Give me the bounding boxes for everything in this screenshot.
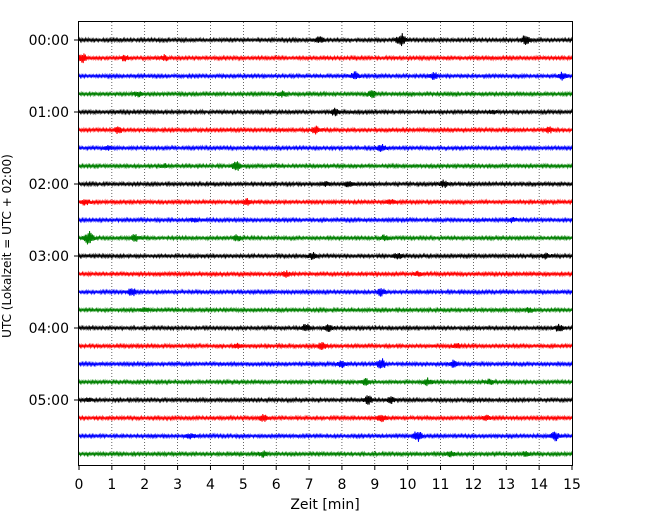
trace-line (78, 125, 573, 135)
x-tick-label: 1 (107, 477, 116, 493)
trace-line (78, 288, 573, 297)
trace-line (78, 197, 573, 206)
x-tick-label: 14 (530, 477, 548, 493)
x-tick-label: 0 (75, 477, 84, 493)
x-tick-label: 8 (337, 477, 346, 493)
y-tick-label: 04:00 (29, 321, 69, 337)
y-tick-label: 03:00 (29, 249, 69, 265)
y-tick-label: 00:00 (29, 33, 69, 49)
trace-line (78, 450, 573, 458)
trace-line (78, 342, 573, 350)
trace-line (78, 270, 573, 278)
x-tick-label: 15 (563, 477, 581, 493)
trace-line (78, 431, 573, 442)
trace-line (78, 230, 573, 245)
x-tick-label: 4 (206, 477, 215, 493)
trace-line (78, 358, 573, 369)
trace-line (78, 144, 573, 152)
x-tick-label: 13 (497, 477, 515, 493)
x-tick-label: 12 (464, 477, 482, 493)
x-tick-label: 9 (370, 477, 379, 493)
trace-line (78, 53, 573, 64)
x-tick-label: 11 (432, 477, 450, 493)
grid-lines (111, 22, 540, 465)
y-axis: 00:00 01:00 02:00 03:00 04:00 05:00 (29, 33, 79, 409)
y-tick-label: 05:00 (29, 393, 69, 409)
x-tick-label: 5 (239, 477, 248, 493)
x-axis: 0 1 2 3 4 5 6 7 8 9 10 11 12 13 14 15 (75, 465, 581, 493)
x-tick-label: 10 (399, 477, 417, 493)
trace-line (78, 107, 573, 117)
x-tick-label: 2 (140, 477, 149, 493)
y-axis-label: UTC (Lokalzeit = UTC + 02:00) (0, 154, 14, 338)
trace-line (78, 179, 573, 189)
trace-line (78, 413, 573, 423)
x-tick-label: 7 (305, 477, 314, 493)
plot-frame (78, 21, 573, 466)
trace-line (78, 323, 573, 332)
trace-line (78, 216, 573, 224)
trace-line (78, 251, 573, 260)
trace-line (78, 33, 573, 47)
x-axis-label: Zeit [min] (290, 497, 359, 513)
y-tick-label: 02:00 (29, 177, 69, 193)
trace-group (78, 33, 573, 458)
x-tick-label: 3 (173, 477, 182, 493)
trace-line (78, 161, 573, 171)
trace-line (78, 90, 573, 99)
x-tick-label: 6 (272, 477, 281, 493)
trace-line (78, 377, 573, 387)
trace-line (78, 71, 573, 81)
y-tick-label: 01:00 (29, 105, 69, 121)
trace-line (78, 306, 573, 314)
trace-line (78, 395, 573, 405)
